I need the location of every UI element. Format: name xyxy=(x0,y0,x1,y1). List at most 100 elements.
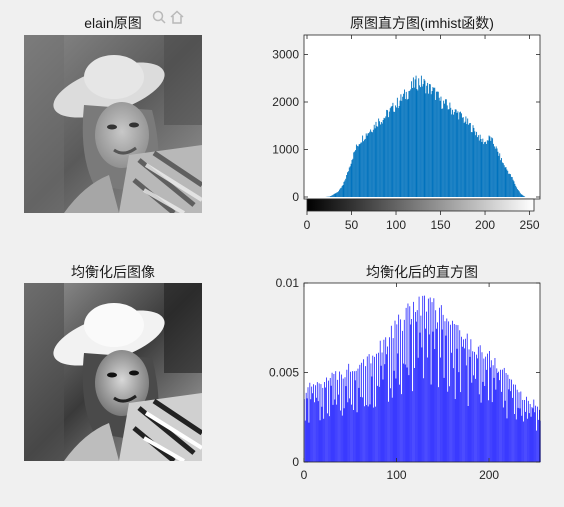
histogram-bar xyxy=(352,158,354,197)
histogram-bar xyxy=(453,112,455,197)
histogram-bar xyxy=(343,181,345,197)
histogram-bar xyxy=(340,187,342,197)
histogram-bar xyxy=(498,155,500,197)
histogram-bar xyxy=(486,140,488,197)
histogram-bar xyxy=(441,108,443,197)
histogram-bar xyxy=(463,123,465,197)
histogram-bar xyxy=(515,185,517,197)
histogram-bar xyxy=(350,163,352,197)
histogram-bar xyxy=(404,89,405,197)
x-tick-label: 150 xyxy=(431,218,451,232)
histogram-bar xyxy=(514,183,516,197)
histogram-bar xyxy=(440,96,442,197)
histogram-bar xyxy=(387,110,389,197)
figure-toolbar xyxy=(152,10,184,24)
home-icon[interactable] xyxy=(170,10,184,24)
histogram-bar xyxy=(424,80,426,197)
histogram-bar xyxy=(497,151,499,197)
y-tick-label: 3000 xyxy=(272,48,299,62)
histogram-bar xyxy=(460,111,462,197)
histogram-bar xyxy=(395,105,397,197)
histogram-bar xyxy=(447,109,449,197)
histogram-bar xyxy=(388,111,390,197)
histogram-bar xyxy=(334,193,336,197)
histogram-bar xyxy=(503,165,505,197)
histogram-bar xyxy=(419,85,421,197)
x-tick-label: 100 xyxy=(386,218,406,232)
histogram-bar xyxy=(431,91,433,197)
histogram-bar xyxy=(434,87,436,197)
histogram-bar xyxy=(392,102,394,197)
histogram-bar xyxy=(354,151,356,197)
histogram-bar xyxy=(456,112,458,197)
histogram-bar xyxy=(370,129,372,197)
histogram-bar xyxy=(428,93,429,197)
histogram-bar xyxy=(477,135,479,197)
histogram-bar xyxy=(366,135,368,197)
histogram-bar xyxy=(420,87,421,197)
histogram-bar xyxy=(458,119,460,197)
histogram-bar xyxy=(357,146,359,197)
histogram-bar xyxy=(358,144,360,197)
histogram-bar xyxy=(483,144,485,197)
histogram-bar xyxy=(425,93,427,197)
histogram-bar xyxy=(413,87,415,197)
histogram-bar xyxy=(478,140,480,197)
histogram-bar xyxy=(365,133,367,197)
histogram-bar xyxy=(480,138,482,197)
histogram-bar xyxy=(488,135,490,197)
histogram-bar xyxy=(359,143,361,197)
histogram-bar xyxy=(394,111,396,197)
histogram-bar xyxy=(448,109,450,197)
histogram-bar xyxy=(459,112,461,197)
histogram-bar xyxy=(364,138,366,197)
histogram-bar xyxy=(485,141,486,197)
histogram-bar xyxy=(396,107,397,197)
histogram-bar xyxy=(490,140,492,197)
histogram-bar xyxy=(450,107,452,197)
zoom-icon[interactable] xyxy=(152,10,166,24)
histogram-bar xyxy=(461,113,462,197)
histogram-bar xyxy=(468,124,470,197)
y-tick-label: 0.005 xyxy=(269,366,299,380)
histogram-bar xyxy=(430,94,432,197)
histogram-bar xyxy=(420,75,422,197)
histogram-bar xyxy=(435,99,437,197)
histogram-bar xyxy=(355,144,357,197)
histogram-bar xyxy=(378,118,380,197)
histogram-bar xyxy=(429,84,431,197)
histogram-bar xyxy=(389,108,391,197)
histogram-bar xyxy=(465,116,467,197)
eq-hist-bars xyxy=(303,295,541,462)
histogram-bar xyxy=(513,181,515,197)
histogram-bar xyxy=(400,94,402,197)
histogram-bar xyxy=(369,131,371,197)
histogram-bar xyxy=(452,109,453,197)
histogram-bar xyxy=(423,78,425,197)
histogram-bar xyxy=(353,152,355,197)
histogram-bar xyxy=(344,180,346,197)
eq-hist-title: 均衡化后的直方图 xyxy=(366,264,478,280)
histogram-bar xyxy=(428,84,430,197)
histogram-bar xyxy=(517,189,518,197)
histogram-bar xyxy=(380,121,382,197)
histogram-bar xyxy=(487,140,489,197)
histogram-bar xyxy=(493,146,495,197)
histogram-bar xyxy=(454,109,456,197)
histogram-bar xyxy=(457,111,459,197)
histogram-bar xyxy=(367,133,369,197)
histogram-bar xyxy=(381,123,383,197)
histogram-bar xyxy=(335,193,337,197)
histogram-bar xyxy=(379,121,380,197)
histogram-bar xyxy=(509,174,511,197)
histogram-bar xyxy=(494,148,496,197)
histogram-bar xyxy=(342,184,344,197)
histogram-bar xyxy=(363,141,364,197)
histogram-bar xyxy=(332,194,334,197)
histogram-bar xyxy=(391,106,393,197)
histogram-bar xyxy=(522,195,524,197)
histogram-bar xyxy=(491,137,493,197)
histogram-bar xyxy=(386,109,388,197)
histogram-bar xyxy=(408,91,410,197)
histogram-bar xyxy=(472,125,474,197)
